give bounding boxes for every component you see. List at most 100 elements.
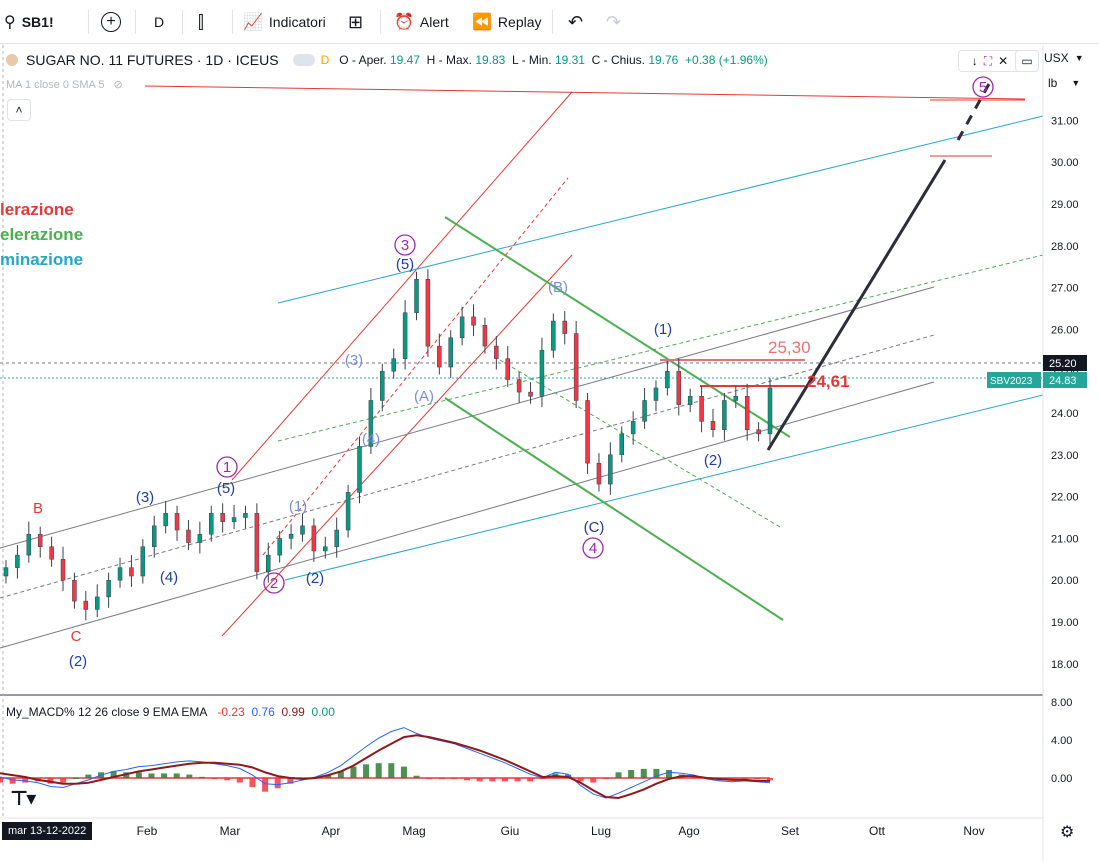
candle-body: [300, 525, 305, 535]
candle-body: [642, 400, 647, 422]
candle-body: [106, 579, 111, 598]
price-tick-label: 21.00: [1051, 533, 1079, 545]
grey-channel-upper: [0, 286, 935, 549]
side-label-1: lerazione: [0, 200, 74, 219]
macd-legend: My_MACD% 12 26 close 9 EMA EMA -0.23 0.7…: [6, 705, 335, 719]
alarm-clock-icon: ⏰: [394, 14, 414, 31]
price-tick-label: 18.00: [1051, 659, 1079, 671]
replay-button[interactable]: ⏪ Replay: [472, 8, 542, 36]
macd-histogram-bar: [476, 778, 483, 782]
wave-labels: B C (2) (3) (4) 1 (5) 2 (2) (1) (3) (4) (A) 3 (5) (B) (C…: [33, 76, 994, 670]
undo-button[interactable]: ↶: [568, 8, 583, 36]
time-tick-label: Nov: [963, 824, 984, 838]
candle-body: [494, 345, 499, 359]
candle-body: [334, 529, 339, 548]
open-label: O - Aper.: [339, 53, 387, 67]
expand-icon[interactable]: ⛶: [983, 53, 993, 68]
chart-type-button[interactable]: ⫿: [198, 8, 204, 36]
candles-icon: ⫿: [198, 11, 204, 32]
wave-label: (1): [289, 498, 307, 515]
indicators-label: Indicatori: [268, 14, 326, 30]
candle-body: [722, 400, 727, 430]
arrow-down-icon[interactable]: ↓: [971, 54, 978, 68]
candle-body: [516, 379, 522, 393]
time-tick-label: Ago: [678, 824, 700, 838]
layout-button[interactable]: ⊞: [348, 8, 363, 36]
toolbar-divider: [88, 10, 89, 34]
change-value: +0.38 (+1.96%): [685, 53, 768, 67]
top-toolbar: ⚲ SB1! + D ⫿ 📈 Indicatori ⊞ ⏰ Alert ⏪ Re…: [0, 0, 1099, 44]
candle-body: [596, 462, 602, 485]
macd-histogram-bar: [9, 778, 16, 784]
candle-body: [653, 387, 659, 401]
close-icon[interactable]: ✕: [998, 54, 1009, 68]
candle-body: [49, 546, 54, 560]
candle-body: [562, 320, 567, 334]
time-tick-label: Mar: [220, 824, 241, 838]
unit-select[interactable]: lb ▼: [1048, 76, 1080, 90]
candle-body: [277, 538, 282, 556]
macd-histogram-bar: [577, 778, 584, 782]
interval-button[interactable]: D: [154, 8, 164, 36]
wave-label: (C): [584, 519, 605, 536]
legend-toggle[interactable]: [292, 54, 315, 66]
macd-histogram-bar: [186, 774, 193, 778]
cyan-channel-lower: [284, 394, 1044, 581]
currency-select[interactable]: USX ▼: [1044, 51, 1084, 65]
candle-body: [505, 358, 510, 380]
candle-body: [209, 513, 214, 535]
price-tick-label: 31.00: [1051, 115, 1079, 127]
indicators-button[interactable]: 📈 Indicatori: [243, 8, 326, 36]
candle-body: [288, 533, 294, 539]
alert-button[interactable]: ⏰ Alert: [394, 8, 449, 36]
wave-circle: [394, 234, 416, 256]
candle-body: [528, 391, 533, 397]
price-badge-24-83: 24.83: [1049, 375, 1077, 387]
macd-histogram-bar: [274, 778, 281, 789]
crosshair-date-badge: mar 13-12-2022: [2, 822, 93, 840]
collapse-legend-button[interactable]: ˄: [7, 99, 31, 121]
maximize-pane-button[interactable]: ▭: [1015, 50, 1039, 72]
grey-channel-lower: [0, 381, 935, 649]
green-dashed-down: [499, 359, 781, 528]
legend-badge: D: [320, 53, 330, 67]
redo-button[interactable]: ↷: [606, 8, 621, 36]
gear-icon[interactable]: ⚙: [1060, 824, 1075, 841]
candle-body: [3, 567, 9, 577]
eye-off-icon[interactable]: ⊘: [113, 79, 123, 91]
macd-histogram-bar: [60, 778, 67, 783]
time-tick-label: Feb: [137, 824, 158, 838]
chart-canvas[interactable]: B C (2) (3) (4) 1 (5) 2 (2) (1) (3) (4) (A) 3 (5) (B) (C…: [0, 45, 1099, 861]
time-tick-label: Lug: [591, 824, 611, 838]
ma-label: MA 1 close 0 SMA 5: [6, 79, 105, 91]
candle-body: [37, 533, 43, 548]
compare-button[interactable]: +: [101, 8, 121, 36]
price-badge-bg: [1043, 372, 1087, 388]
macd-value-1: -0.23: [217, 705, 245, 719]
candle-body: [733, 396, 739, 401]
macd-histogram-bar: [426, 778, 433, 780]
green-line-upper: [444, 216, 791, 438]
projection-dashed: [956, 81, 992, 141]
candle-body: [630, 421, 636, 435]
candle-body: [539, 350, 545, 397]
chevron-down-icon: ▼: [1071, 78, 1081, 88]
toolbar-divider: [380, 10, 381, 34]
toolbar-divider: [232, 10, 233, 34]
candle-body: [402, 312, 408, 359]
macd-histogram-bar: [249, 778, 256, 788]
candle-body: [117, 567, 123, 581]
symbol-search[interactable]: ⚲ SB1!: [4, 8, 54, 36]
price-badge-25-20: 25.20: [1049, 358, 1077, 370]
candle-body: [83, 600, 89, 610]
macd-histogram-bar: [375, 763, 382, 778]
wave-label: (4): [160, 569, 178, 586]
candle-body: [197, 533, 203, 543]
grid-icon: ⊞: [348, 11, 364, 32]
macd-histogram-bar: [640, 768, 647, 778]
macd-histogram-bar: [211, 778, 218, 780]
macd-histogram-bar: [489, 778, 496, 782]
green-dashed-up: [277, 254, 1044, 442]
drawings: [0, 81, 1044, 649]
projection-line: [766, 159, 947, 451]
